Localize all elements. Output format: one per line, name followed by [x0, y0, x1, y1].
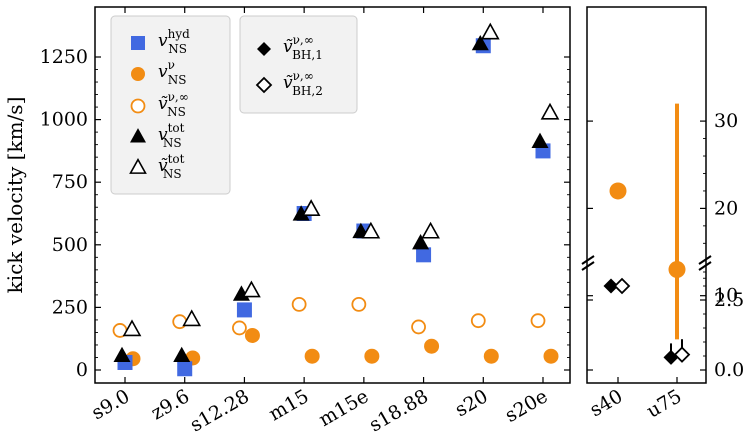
ns-tot-point [412, 234, 430, 250]
legend-label: vtot NS [158, 121, 185, 150]
ns-nu-point [668, 261, 686, 279]
ns-tot-inf-point [301, 199, 321, 217]
right-x-tick-label: s40 [586, 385, 626, 421]
right-panel-frame [586, 6, 707, 384]
legend-label: ṽν,∞ NS [158, 90, 189, 119]
ns-tot-inf-point [242, 280, 261, 298]
left-y-ticks: 0 250 500 750 1000 1250 [40, 46, 570, 381]
ns-nu-inf-point [351, 296, 367, 312]
ns-tot-inf-point [182, 309, 202, 327]
ns-tot-inf-point [540, 102, 560, 120]
ns-tot-point [292, 205, 310, 221]
ns-hyd-point [236, 302, 252, 318]
legend-marker-tot [130, 128, 146, 143]
left-y-tick-label: 750 [52, 171, 88, 193]
bh2-point [613, 277, 631, 295]
right-lower-y-tick-label: 0.0 [714, 359, 744, 381]
left-x-tick-label: s20 [451, 385, 491, 421]
ns-tot-point [471, 34, 489, 51]
legend-label: ṽν,∞ BH,2 [283, 69, 323, 98]
legend-label: vν NS [158, 58, 186, 87]
legend-marker-hyd [131, 36, 145, 50]
left-y-tick-label: 250 [52, 296, 88, 318]
ns-nu-point [609, 182, 627, 200]
legend-label: ṽtot NS [158, 152, 185, 181]
left-x-tick-label: s12.28 [186, 385, 253, 436]
ns-nu-inf-point [530, 313, 546, 329]
ns-nu-point [244, 327, 260, 343]
right-y-ticks: 10 20 30 0.0 2.5 [587, 110, 744, 381]
left-x-tick-label: s20e [501, 385, 551, 427]
ns-nu-inf-point [470, 313, 486, 329]
left-y-tick-label: 1000 [40, 109, 88, 131]
left-x-tick-label: m15 [265, 385, 313, 425]
legend-marker-tot-inf [129, 157, 147, 174]
right-lower-y-tick-label: 2.5 [714, 289, 744, 311]
ns-tot-point [113, 346, 131, 363]
legend-marker-bh1 [257, 42, 271, 56]
ns-nu-point [424, 338, 440, 354]
ns-nu-point [364, 348, 380, 364]
ns-nu-inf-point [291, 296, 307, 312]
ns-nu-inf-point [411, 319, 426, 335]
right-data-marks [603, 103, 691, 365]
ns-tot-point [531, 132, 549, 148]
axis-break-left [581, 255, 595, 271]
left-x-tick-label: m15e [315, 385, 372, 431]
axis-break-right [698, 255, 712, 271]
ns-tot-point [173, 346, 191, 363]
ns-nu-point [543, 348, 559, 364]
left-y-tick-label: 500 [52, 234, 88, 256]
left-data-marks [112, 22, 560, 377]
ns-tot-inf-point [361, 221, 381, 239]
right-x-ticks: s40 u75 [586, 377, 686, 423]
right-upper-y-tick-label: 20 [714, 197, 738, 219]
y-axis-label: kick velocity [km/s] [3, 97, 27, 294]
ns-tot-inf-point [122, 319, 142, 337]
ns-nu-point [304, 348, 320, 364]
bh1-point [603, 278, 619, 294]
ns-hyd-point [177, 361, 193, 377]
ns-hyd-point [416, 247, 432, 263]
legend-label: vhyd NS [158, 27, 190, 56]
ns-nu-inf-point [232, 320, 247, 336]
left-y-tick-label: 0 [76, 359, 88, 381]
ns-nu-inf-point [172, 314, 188, 330]
bh2-point [673, 346, 691, 363]
legend-marker-nu [131, 67, 145, 81]
ns-tot-inf-point [480, 22, 500, 40]
legend-marker-bh2 [255, 76, 273, 94]
right-x-tick-label: u75 [643, 385, 686, 422]
left-x-tick-label: s9.0 [88, 385, 134, 424]
right-upper-y-tick-label: 30 [714, 110, 738, 132]
left-y-tick-label: 1250 [40, 46, 88, 68]
ns-tot-inf-point [421, 221, 440, 239]
legend-bh: ṽν,∞ BH,1 ṽν,∞ BH,2 [239, 15, 358, 114]
ns-nu-point [483, 348, 499, 364]
right-upper-y-tick-label: 10 [714, 285, 738, 307]
legend-marker-nu-inf [130, 98, 146, 114]
left-x-tick-label: s18.88 [366, 385, 433, 436]
legend-label: ṽν,∞ BH,1 [283, 33, 323, 62]
